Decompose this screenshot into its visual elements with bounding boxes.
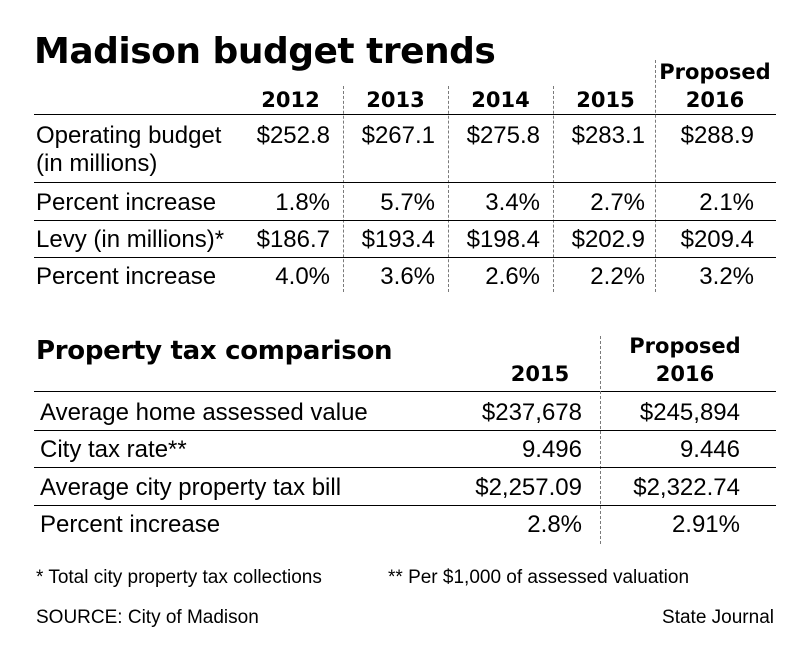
cell-value: $275.8 bbox=[466, 122, 540, 149]
column-separator bbox=[600, 336, 601, 544]
budget-col-2016: 2016 bbox=[685, 88, 745, 112]
tax-col-2016: 2016 bbox=[655, 362, 715, 386]
cell-value: 3.4% bbox=[485, 189, 540, 216]
column-separator bbox=[448, 86, 449, 292]
column-separator bbox=[553, 86, 554, 292]
row-label: Percent increase bbox=[40, 511, 221, 538]
row-label: Average city property tax bill bbox=[40, 474, 342, 501]
cell-value: 2.8% bbox=[527, 511, 582, 538]
row-label: Operating budget bbox=[36, 122, 222, 149]
cell-value: 2.6% bbox=[485, 263, 540, 290]
cell-value: $237,678 bbox=[481, 399, 582, 426]
budget-col-2013: 2013 bbox=[366, 88, 425, 112]
cell-value: $267.1 bbox=[361, 122, 435, 149]
budget-col-2014: 2014 bbox=[471, 88, 530, 112]
cell-value: $2,257.09 bbox=[475, 474, 582, 501]
tax-title: Property tax comparison bbox=[36, 336, 393, 366]
cell-value: 5.7% bbox=[380, 189, 435, 216]
cell-value: $245,894 bbox=[639, 399, 740, 426]
budget-col-2015: 2015 bbox=[576, 88, 635, 112]
row-label: Levy (in millions)* bbox=[36, 226, 225, 253]
cell-value: $252.8 bbox=[256, 122, 330, 149]
row-label: Percent increase bbox=[36, 189, 217, 216]
row-rule bbox=[34, 220, 776, 221]
column-separator bbox=[655, 60, 656, 292]
cell-value: 9.496 bbox=[521, 436, 582, 463]
footnote-tax-rate: ** Per $1,000 of assessed valuation bbox=[388, 567, 690, 588]
budget-title: Madison budget trends bbox=[34, 31, 496, 72]
source-line: SOURCE: City of Madison bbox=[36, 607, 259, 628]
cell-value: 3.2% bbox=[699, 263, 754, 290]
cell-value: 2.2% bbox=[590, 263, 645, 290]
cell-value: $186.7 bbox=[256, 226, 330, 253]
cell-value: 4.0% bbox=[275, 263, 330, 290]
row-rule bbox=[34, 182, 776, 183]
cell-value: $198.4 bbox=[466, 226, 540, 253]
budget-col-proposed-label: Proposed bbox=[659, 60, 771, 84]
budget-col-2012: 2012 bbox=[261, 88, 320, 112]
cell-value: $209.4 bbox=[680, 226, 754, 253]
tax-col-2015: 2015 bbox=[510, 362, 570, 386]
row-label: City tax rate** bbox=[40, 436, 187, 463]
credit-line: State Journal bbox=[662, 607, 774, 628]
footnote-levy: * Total city property tax collections bbox=[36, 567, 322, 588]
row-label-sub: (in millions) bbox=[36, 150, 158, 177]
cell-value: 2.91% bbox=[671, 511, 740, 538]
cell-value: 1.8% bbox=[275, 189, 330, 216]
cell-value: $283.1 bbox=[571, 122, 645, 149]
row-label: Average home assessed value bbox=[40, 399, 368, 426]
cell-value: $193.4 bbox=[361, 226, 435, 253]
cell-value: 2.1% bbox=[699, 189, 754, 216]
cell-value: 2.7% bbox=[590, 189, 645, 216]
row-label: Percent increase bbox=[36, 263, 217, 290]
row-rule bbox=[34, 467, 776, 468]
row-rule bbox=[34, 257, 776, 258]
row-rule bbox=[34, 505, 776, 506]
cell-value: 9.446 bbox=[679, 436, 740, 463]
row-rule bbox=[34, 430, 776, 431]
budget-header-rule bbox=[34, 114, 776, 115]
column-separator bbox=[343, 86, 344, 292]
cell-value: $2,322.74 bbox=[633, 474, 740, 501]
cell-value: 3.6% bbox=[380, 263, 435, 290]
tax-header-rule bbox=[34, 391, 776, 392]
tax-col-proposed-label: Proposed bbox=[629, 334, 741, 358]
cell-value: $288.9 bbox=[680, 122, 754, 149]
cell-value: $202.9 bbox=[571, 226, 645, 253]
